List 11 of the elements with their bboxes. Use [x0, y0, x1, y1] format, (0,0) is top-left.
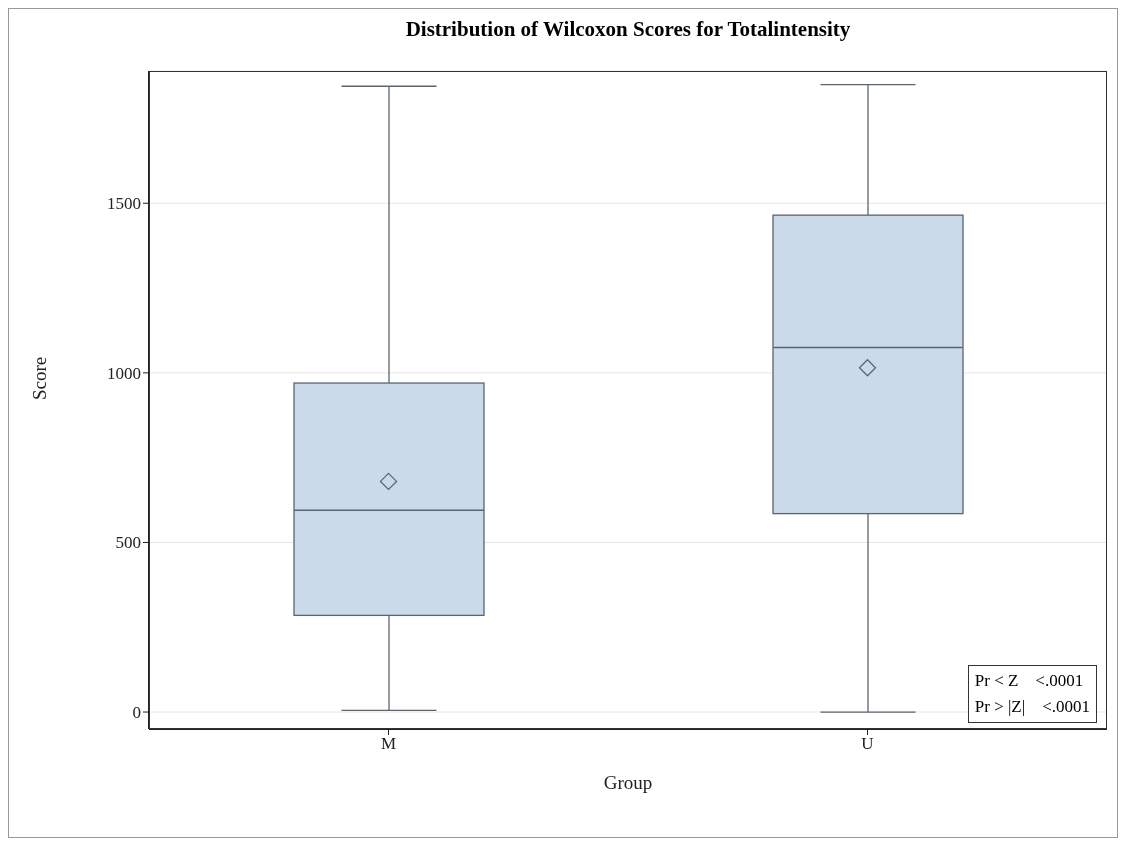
- y-tick-label: 1500: [107, 194, 141, 214]
- y-tick-label: 0: [132, 703, 141, 723]
- x-tick-label: M: [380, 734, 397, 754]
- annotation: Pr < Z <.0001: [974, 670, 1085, 692]
- annotation: Pr > |Z| <.0001: [974, 696, 1090, 718]
- y-tick-label: 1000: [107, 363, 141, 383]
- x-tick-label: U: [861, 734, 874, 754]
- y-axis-title: Score: [28, 356, 50, 400]
- y-tick-label: 500: [115, 533, 141, 553]
- chart-title: Distribution of Wilcoxon Scores for Totalintensity: [404, 17, 852, 42]
- x-axis-title: Group: [603, 772, 653, 793]
